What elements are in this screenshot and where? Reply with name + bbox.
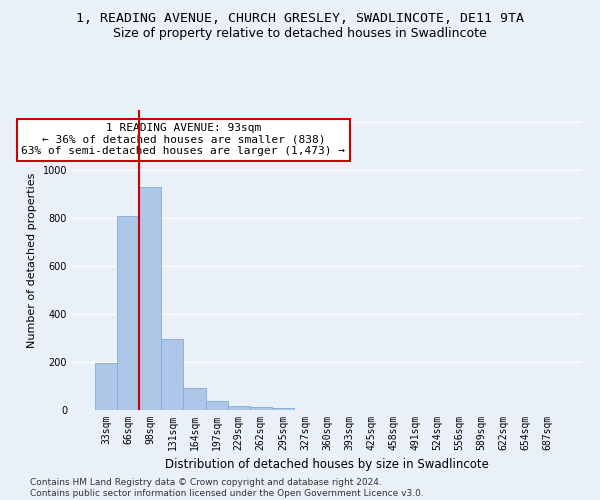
- Bar: [139, 187, 161, 410]
- Text: Contains HM Land Registry data © Crown copyright and database right 2024.
Contai: Contains HM Land Registry data © Crown c…: [30, 478, 424, 498]
- Bar: [161, 339, 184, 410]
- Text: 1, READING AVENUE, CHURCH GRESLEY, SWADLINCOTE, DE11 9TA: 1, READING AVENUE, CHURCH GRESLEY, SWADL…: [76, 12, 524, 26]
- Bar: [95, 363, 117, 410]
- Bar: [184, 388, 206, 410]
- Bar: [227, 406, 250, 410]
- X-axis label: Distribution of detached houses by size in Swadlincote: Distribution of detached houses by size …: [165, 458, 489, 471]
- Bar: [117, 216, 139, 410]
- Bar: [272, 408, 294, 410]
- Text: Size of property relative to detached houses in Swadlincote: Size of property relative to detached ho…: [113, 28, 487, 40]
- Text: 1 READING AVENUE: 93sqm
← 36% of detached houses are smaller (838)
63% of semi-d: 1 READING AVENUE: 93sqm ← 36% of detache…: [22, 123, 346, 156]
- Bar: [206, 402, 227, 410]
- Y-axis label: Number of detached properties: Number of detached properties: [27, 172, 37, 348]
- Bar: [250, 407, 272, 410]
